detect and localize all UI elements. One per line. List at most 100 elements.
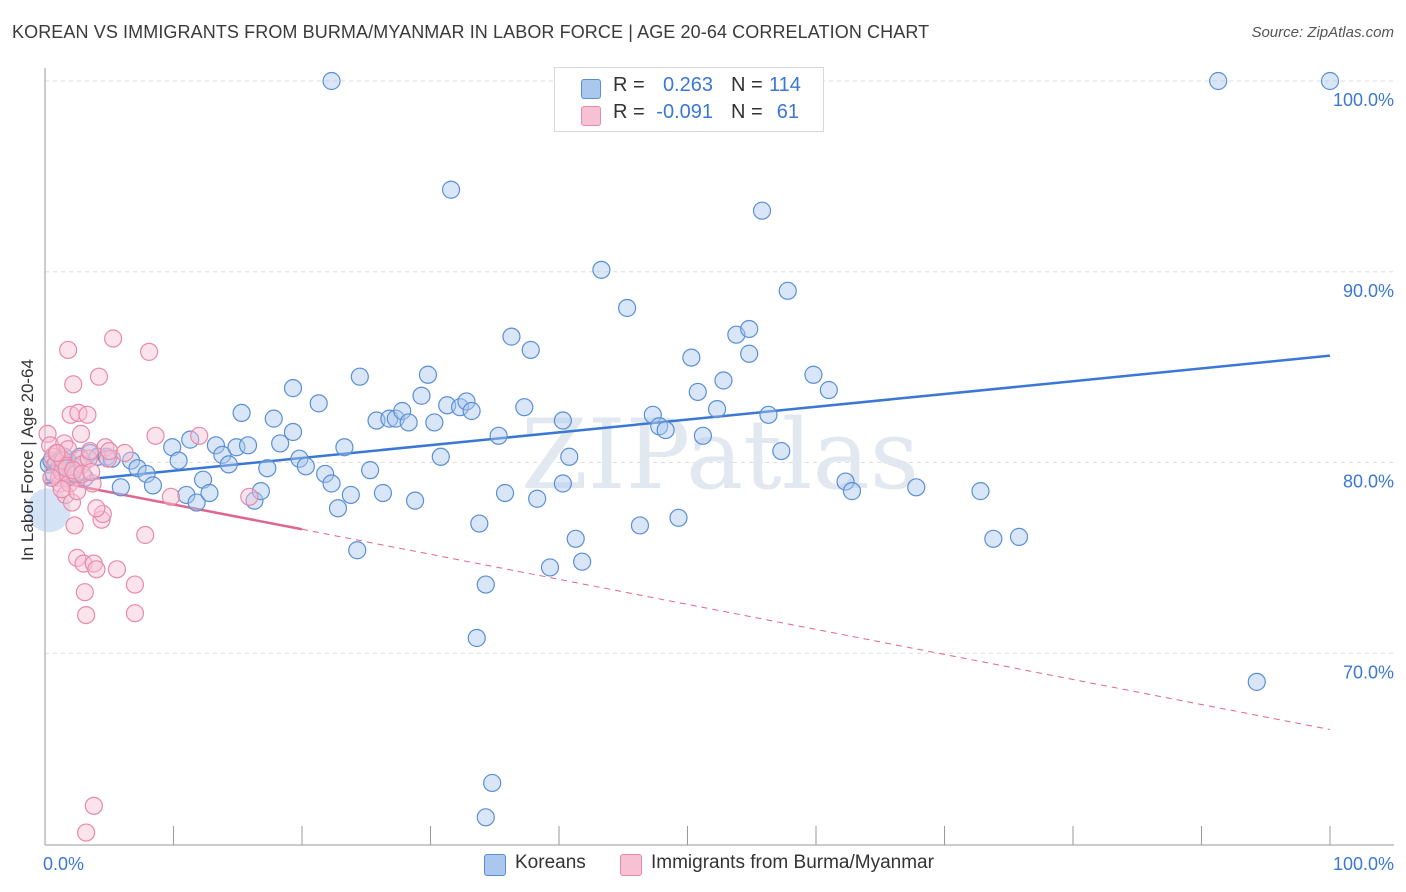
burma-point xyxy=(47,443,66,463)
x-tick-labels: 0.0% 100.0% xyxy=(43,854,1394,874)
grid-lines xyxy=(45,80,1394,654)
korean-trend-line xyxy=(44,354,1331,485)
korean-point xyxy=(348,541,367,560)
burma-point xyxy=(59,340,78,360)
x-tick-label: 0.0% xyxy=(43,854,84,874)
korean-point xyxy=(181,430,200,449)
korean-point xyxy=(121,451,141,470)
korean-point xyxy=(412,386,431,405)
y-tick-label: 70.0% xyxy=(1343,662,1394,682)
burma-point xyxy=(139,342,159,361)
korean-point xyxy=(393,401,412,421)
korean-point xyxy=(373,483,393,503)
korean-point xyxy=(227,438,246,457)
burma-point xyxy=(73,464,92,484)
korean-point xyxy=(328,499,348,518)
burma-point xyxy=(69,403,88,423)
korean-point xyxy=(693,426,713,445)
korean-point xyxy=(341,485,360,505)
korean-point xyxy=(111,478,130,497)
korean-point xyxy=(656,420,675,440)
koreans-swatch xyxy=(581,79,601,99)
r-value: -0.091 xyxy=(656,101,713,123)
x-tick-label: 100.0% xyxy=(1333,854,1394,874)
burma-point xyxy=(62,493,82,512)
legend-label-koreans: Koreans xyxy=(515,852,586,873)
burma-point xyxy=(82,462,101,482)
korean-point xyxy=(457,392,476,411)
korean-point xyxy=(752,201,772,220)
n-label: N = xyxy=(731,101,763,123)
korean-point xyxy=(431,447,450,466)
burma-point xyxy=(77,823,96,842)
y-tick-label: 80.0% xyxy=(1343,472,1394,492)
legend-item-koreans: Koreans xyxy=(484,852,604,876)
korean-point xyxy=(553,411,572,430)
korean-point xyxy=(515,398,534,417)
korean-point xyxy=(566,529,585,548)
korean-point xyxy=(361,461,380,480)
legend-row-burma: R = -0.091 N = 61 xyxy=(555,101,823,129)
burma-point xyxy=(65,516,84,535)
burma-point xyxy=(115,443,134,463)
y-tick-labels: 70.0% 80.0% 90.0% 100.0% xyxy=(1333,90,1394,682)
korean-point xyxy=(495,483,515,503)
burma-point xyxy=(52,480,71,499)
burma-point xyxy=(92,510,111,529)
korean-point xyxy=(630,516,650,535)
data-points xyxy=(26,71,1340,842)
korean-point xyxy=(540,558,560,577)
burma-point xyxy=(89,367,109,386)
korean-point xyxy=(405,491,425,510)
n-label: N = xyxy=(731,74,763,96)
legend-label-burma: Immigrants from Burma/Myanmar xyxy=(651,852,934,873)
korean-point xyxy=(296,457,315,476)
burma-swatch xyxy=(581,106,601,126)
y-tick-label: 90.0% xyxy=(1343,281,1394,301)
korean-point xyxy=(213,445,232,464)
korean-point xyxy=(206,436,226,455)
korean-point xyxy=(553,474,572,493)
korean-point xyxy=(290,449,309,468)
korean-point xyxy=(1320,71,1340,91)
korean-point xyxy=(476,575,495,594)
burma-point xyxy=(125,575,145,594)
burma-point xyxy=(79,449,98,468)
korean-point xyxy=(335,438,354,457)
korean-point xyxy=(528,489,547,508)
korean-point xyxy=(467,628,486,648)
korean-point xyxy=(350,367,369,386)
korean-point xyxy=(441,180,461,199)
burma-point xyxy=(38,424,57,443)
korean-point xyxy=(669,508,688,527)
korean-point xyxy=(521,340,540,360)
korean-cluster-point xyxy=(26,488,71,533)
korean-point xyxy=(573,552,592,571)
korean-point xyxy=(169,451,188,470)
burma-point xyxy=(71,424,91,443)
korean-point xyxy=(502,327,521,346)
r-label: R = xyxy=(613,101,645,123)
korean-point xyxy=(283,379,303,398)
korean-point xyxy=(836,472,855,491)
korean-point xyxy=(476,808,495,827)
korean-point xyxy=(271,434,290,453)
burma-point xyxy=(161,487,181,506)
burma-point xyxy=(75,583,94,602)
correlation-legend: R = 0.263 N = 114 R = -0.091 N = 61 xyxy=(554,67,824,132)
r-value: 0.263 xyxy=(662,74,713,96)
korean-point xyxy=(137,464,156,484)
burma-point xyxy=(136,525,155,545)
burma-point xyxy=(98,449,118,468)
koreans-swatch xyxy=(484,854,506,876)
burma-point xyxy=(64,461,83,480)
korean-point xyxy=(264,409,283,428)
korean-point xyxy=(804,365,823,384)
korean-point xyxy=(1009,527,1029,546)
korean-point xyxy=(592,260,611,279)
korean-point xyxy=(128,459,147,478)
korean-point xyxy=(462,401,481,421)
korean-point xyxy=(425,413,444,432)
korean-point xyxy=(1209,71,1228,91)
